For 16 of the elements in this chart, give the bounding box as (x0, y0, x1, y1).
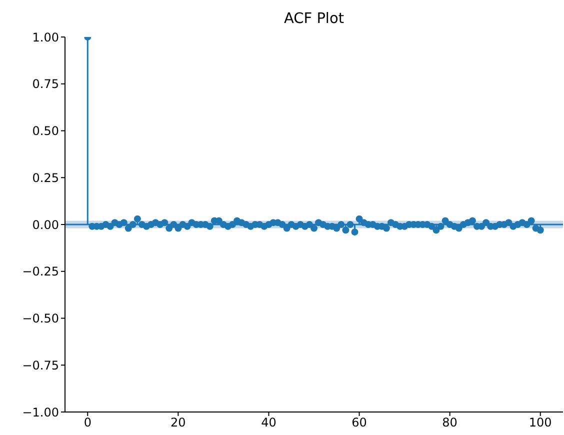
x-tick-label: 100 (528, 416, 552, 430)
x-tick-label: 0 (84, 416, 92, 430)
chart-title: ACF Plot (282, 11, 346, 27)
x-tick-label: 20 (170, 416, 186, 430)
y-tick-label: 0.00 (32, 218, 59, 232)
x-tick-label: 60 (352, 416, 367, 430)
y-tick-label: −0.50 (22, 312, 59, 326)
y-tick-label: −0.75 (22, 358, 59, 372)
y-tick-label: −0.25 (22, 264, 59, 279)
y-tick-label: 0.50 (32, 124, 59, 138)
y-tick-label: 1.00 (32, 30, 59, 44)
y-tick-label: 0.75 (32, 77, 59, 92)
y-tick-label: 0.25 (32, 170, 59, 185)
x-tick-label: 40 (261, 416, 276, 430)
x-tick-label: 80 (442, 416, 458, 430)
y-tick-label: −1.00 (22, 405, 59, 420)
